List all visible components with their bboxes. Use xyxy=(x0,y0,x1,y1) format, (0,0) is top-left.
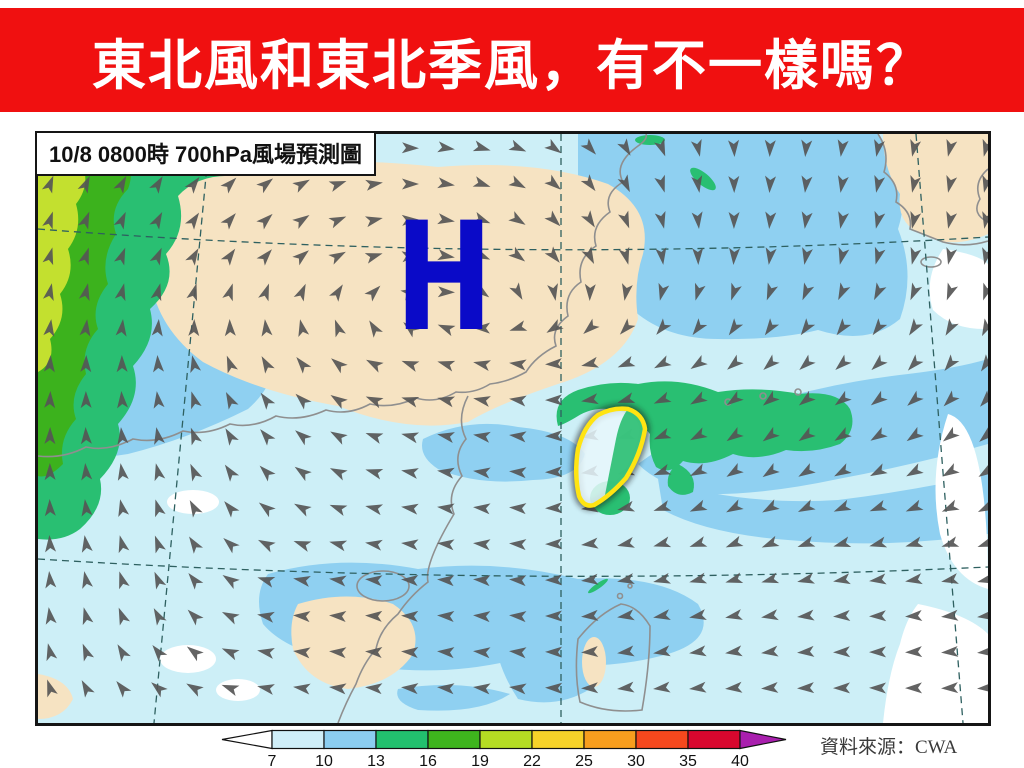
high-pressure-marker: H xyxy=(395,191,493,365)
colorbar-tick: 25 xyxy=(575,753,593,768)
colorbar-tick: 35 xyxy=(679,753,697,768)
colorbar-tick: 16 xyxy=(419,753,437,768)
wind-arrows xyxy=(41,138,988,698)
graticule xyxy=(38,134,988,723)
map-title-box: 10/8 0800時 700hPa風場預測圖 xyxy=(35,131,377,176)
wind-map-svg xyxy=(38,134,988,723)
colorbar-tick: 10 xyxy=(315,753,333,768)
taiwan-east-green xyxy=(604,409,645,500)
title-banner: 東北風和東北季風，有不一樣嗎？ xyxy=(0,8,1024,112)
page-title: 東北風和東北季風，有不一樣嗎？ xyxy=(92,35,932,96)
topleft-wind-bands xyxy=(38,134,334,540)
taiwan-outline xyxy=(574,406,648,508)
calm-white-regions xyxy=(160,249,988,723)
colorbar-tick: 7 xyxy=(268,753,277,768)
colorbar-svg: 7 10 13 16 19 22 25 30 35 40 xyxy=(221,729,787,768)
taiwan xyxy=(571,403,651,511)
wind-forecast-map: 10/8 0800時 700hPa風場預測圖 H xyxy=(35,131,991,726)
wind-speed-colorbar: 7 10 13 16 19 22 25 30 35 40 xyxy=(204,729,804,768)
coastlines xyxy=(38,134,988,723)
colorbar-tick: 40 xyxy=(731,753,749,768)
colorbar-tick: 13 xyxy=(367,753,385,768)
colorbar-tick: 30 xyxy=(627,753,645,768)
colorbar-tick: 19 xyxy=(471,753,489,768)
data-source-credit: 資料來源：CWA xyxy=(820,737,958,758)
colorbar-tick: 22 xyxy=(523,753,541,768)
